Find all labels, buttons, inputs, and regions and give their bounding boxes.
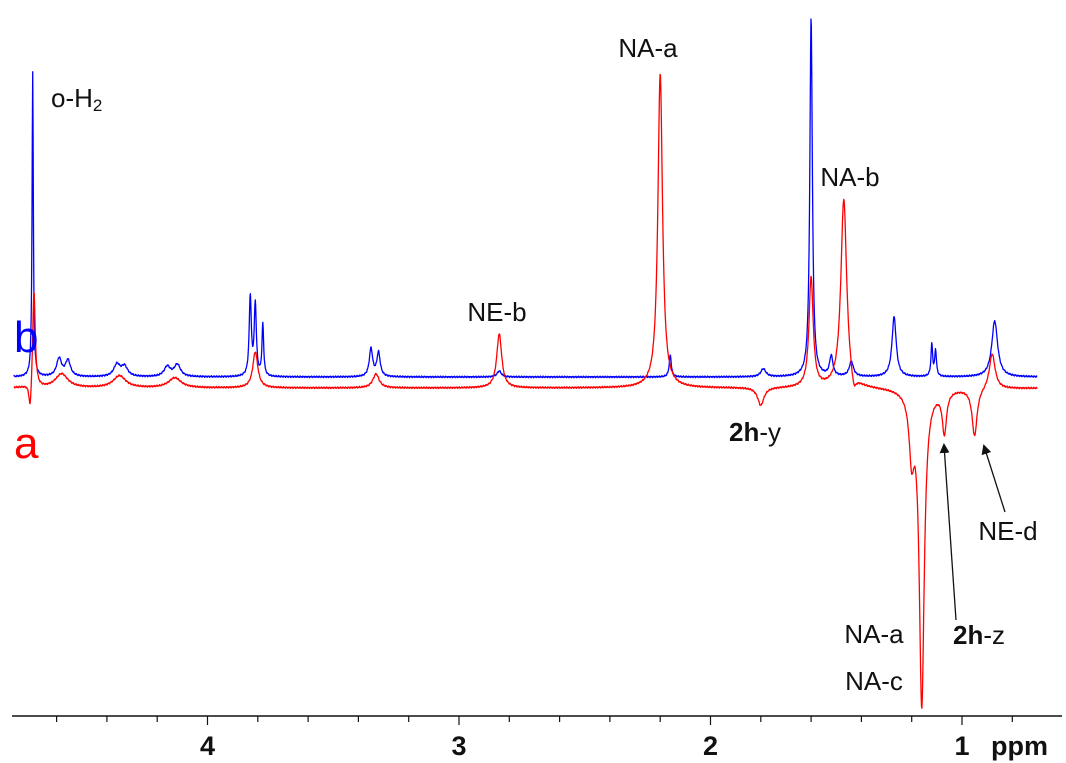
x-tick-label: 1	[954, 731, 969, 761]
series-label-a: a	[14, 419, 39, 468]
series-a-trace	[13, 73, 1038, 709]
annotation-2h-y: 2h-y	[729, 417, 781, 447]
series-b-trace	[13, 18, 1038, 379]
annotation-2h-z: 2h-z	[953, 620, 1005, 650]
series-label-b: b	[14, 313, 38, 362]
annotation-na-b: NA-b	[820, 162, 879, 192]
annotation-na-a-bottom: NA-a	[844, 619, 904, 649]
annotation-na-a-top: NA-a	[618, 33, 678, 63]
peak-annotations: o-H2 NE-b NA-a NA-b 2h-y NE-d NA-a NA-c 2h-z	[51, 33, 1038, 696]
annotation-ne-d: NE-d	[978, 516, 1037, 546]
annotation-ne-b: NE-b	[467, 297, 526, 327]
arrow-2h-z	[939, 443, 957, 621]
spectrum-traces	[13, 18, 1038, 709]
arrow-ne-d	[981, 444, 1006, 513]
annotation-na-c: NA-c	[845, 666, 903, 696]
x-axis-unit-label: ppm	[991, 731, 1048, 761]
x-axis: 4 3 2 1 ppm	[12, 715, 1062, 761]
series-labels: ba	[14, 313, 39, 468]
x-tick-label: 4	[200, 731, 215, 761]
x-tick-label: 3	[451, 731, 466, 761]
x-tick-label: 2	[703, 731, 718, 761]
annotation-o-h2: o-H2	[51, 83, 102, 115]
